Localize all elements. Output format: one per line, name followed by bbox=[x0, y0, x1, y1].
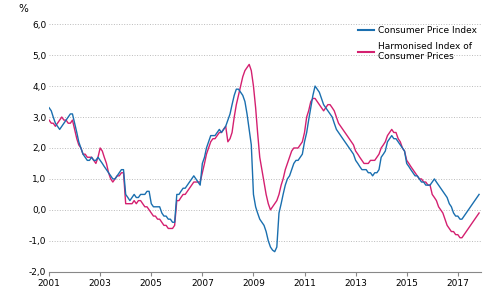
Text: %: % bbox=[19, 4, 29, 14]
Legend: Consumer Price Index, Harmonised Index of
Consumer Prices: Consumer Price Index, Harmonised Index o… bbox=[358, 26, 477, 61]
